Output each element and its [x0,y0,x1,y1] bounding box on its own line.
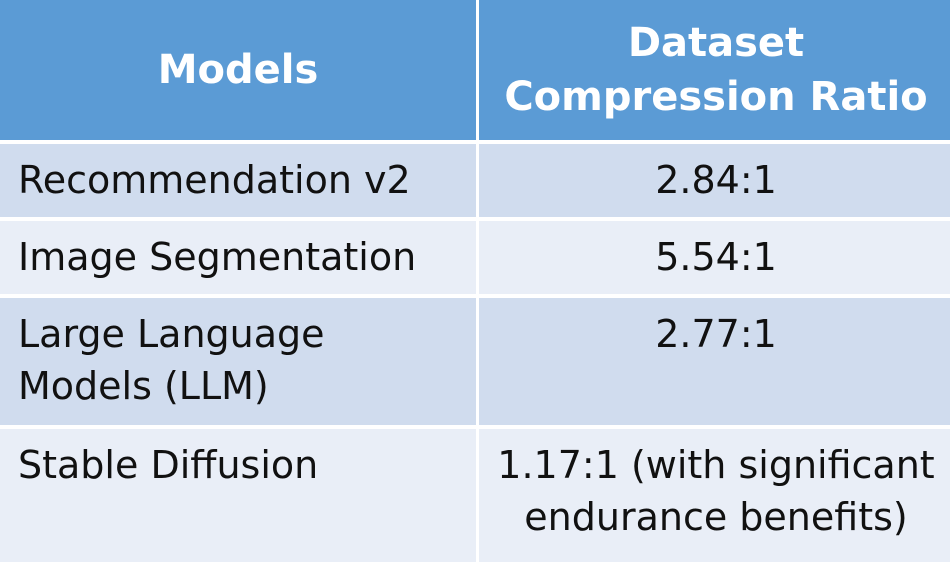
header-ratio: Dataset Compression Ratio [479,0,950,140]
table-row-3-ratio: 2.77:1 [479,298,950,425]
table-row-4-model: Stable Diffusion [0,429,476,562]
table-row-4-ratio: 1.17:1 (with significant endurance benef… [479,429,950,562]
table-row-1-ratio: 2.84:1 [479,144,950,217]
header-models-label: Models [157,47,319,93]
model-name: Recommendation v2 [18,158,411,202]
compression-ratio: 2.84:1 [655,158,777,202]
table-row-3-model: Large Language Models (LLM) [0,298,476,425]
compression-ratio: 5.54:1 [655,235,777,279]
header-models: Models [0,0,476,140]
table-row-2-ratio: 5.54:1 [479,221,950,294]
compression-ratio: 2.77:1 [655,312,777,356]
model-name: Image Segmentation [18,235,417,279]
header-ratio-label: Dataset Compression Ratio [504,20,928,120]
model-name: Stable Diffusion [18,443,319,487]
table-row-2-model: Image Segmentation [0,221,476,294]
model-name: Large Language Models (LLM) [18,312,325,408]
compression-ratio: 1.17:1 (with significant endurance benef… [497,443,935,539]
table-row-1-model: Recommendation v2 [0,144,476,217]
